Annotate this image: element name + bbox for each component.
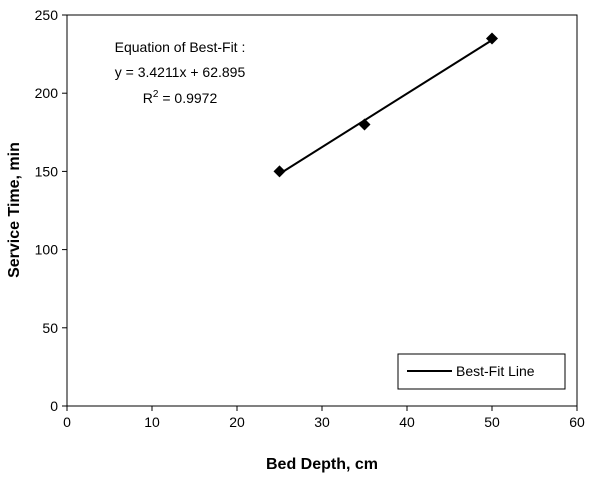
best-fit-line-series [278,39,493,175]
x-tick-label: 20 [229,414,245,430]
data-point [358,118,371,131]
x-tick-label: 40 [399,414,415,430]
data-points-series [273,32,498,178]
plot-area [66,14,578,407]
y-tick-label: 0 [50,398,58,414]
y-axis-ticks: 0 50 100 150 200 250 [35,7,67,414]
y-tick-label: 150 [35,163,59,179]
y-tick-label: 250 [35,7,59,23]
x-axis-title: Bed Depth, cm [266,456,378,473]
r-squared-text: R2 = 0.9972 [143,89,218,106]
equation-text: y = 3.4211x + 62.895 [115,64,246,80]
y-tick-label: 100 [35,242,59,258]
y-tick-label: 200 [35,85,59,101]
legend-label: Best-Fit Line [456,363,535,379]
x-tick-label: 50 [484,414,500,430]
y-tick-label: 50 [42,320,58,336]
data-point [486,32,498,45]
x-tick-label: 10 [144,414,160,430]
x-axis-ticks: 0 10 20 30 40 50 60 [63,406,585,430]
x-tick-label: 30 [314,414,330,430]
equation-heading: Equation of Best-Fit : [115,39,246,55]
equation-annotation: Equation of Best-Fit : y = 3.4211x + 62.… [115,39,246,106]
legend: Best-Fit Line [397,353,566,390]
y-axis-title: Service Time, min [6,142,23,278]
x-tick-label: 60 [569,414,585,430]
x-tick-label: 0 [63,414,71,430]
data-point [273,165,286,178]
best-fit-line [278,39,493,175]
